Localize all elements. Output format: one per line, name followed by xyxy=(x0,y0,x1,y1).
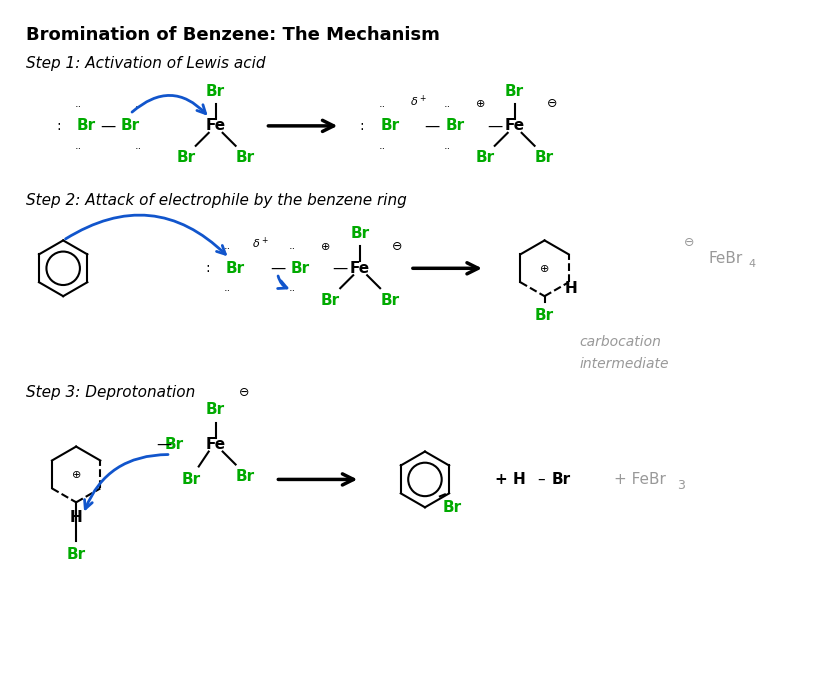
Text: $\oplus$: $\oplus$ xyxy=(71,469,82,480)
Text: $\oplus$: $\oplus$ xyxy=(475,99,485,109)
Text: Br: Br xyxy=(381,118,400,133)
Text: 4: 4 xyxy=(749,259,756,269)
Text: —: — xyxy=(333,261,348,276)
Text: + H: + H xyxy=(494,472,526,487)
Text: ..: .. xyxy=(224,283,232,293)
Text: intermediate: intermediate xyxy=(579,357,669,371)
Text: Br: Br xyxy=(181,472,200,487)
Text: ..: .. xyxy=(134,99,142,109)
Text: Br: Br xyxy=(535,150,554,165)
Text: ..: .. xyxy=(443,99,451,109)
Text: Br: Br xyxy=(535,307,554,322)
Text: H: H xyxy=(565,281,578,296)
Text: —: — xyxy=(269,261,285,276)
Text: Step 2: Attack of electrophile by the benzene ring: Step 2: Attack of electrophile by the be… xyxy=(26,192,407,207)
Text: Fe: Fe xyxy=(350,261,370,276)
Text: 3: 3 xyxy=(677,479,685,492)
Text: —: — xyxy=(487,118,503,133)
Text: FeBr: FeBr xyxy=(709,251,743,266)
Text: H: H xyxy=(70,510,82,525)
Text: ..: .. xyxy=(378,141,386,151)
Text: Fe: Fe xyxy=(206,118,226,133)
Text: Br: Br xyxy=(445,118,465,133)
Text: Bromination of Benzene: The Mechanism: Bromination of Benzene: The Mechanism xyxy=(26,27,440,44)
Text: :: : xyxy=(205,261,210,275)
Text: $\delta^+$: $\delta^+$ xyxy=(410,93,426,109)
Text: Br: Br xyxy=(291,261,310,276)
Text: $\ominus$: $\ominus$ xyxy=(545,97,557,110)
Text: Br: Br xyxy=(236,469,255,484)
Text: :: : xyxy=(360,119,364,133)
Text: Br: Br xyxy=(505,84,524,99)
Text: Br: Br xyxy=(120,118,139,133)
Text: ..: .. xyxy=(443,141,451,151)
Text: Br: Br xyxy=(67,547,86,562)
Text: Br: Br xyxy=(206,84,225,99)
Text: Br: Br xyxy=(475,150,494,165)
Text: :: : xyxy=(56,119,60,133)
Text: Step 1: Activation of Lewis acid: Step 1: Activation of Lewis acid xyxy=(26,56,266,71)
Text: —: — xyxy=(101,118,115,133)
Text: Br: Br xyxy=(226,261,246,276)
Text: $\oplus$: $\oplus$ xyxy=(321,241,330,252)
Text: Br: Br xyxy=(381,292,400,307)
Text: Fe: Fe xyxy=(504,118,525,133)
Text: Br: Br xyxy=(442,500,461,515)
Text: $\oplus$: $\oplus$ xyxy=(540,262,550,274)
Text: ..: .. xyxy=(74,141,82,151)
Text: + FeBr: + FeBr xyxy=(615,472,666,487)
Text: $\ominus$: $\ominus$ xyxy=(238,386,249,399)
Text: –: – xyxy=(537,472,545,487)
Text: ..: .. xyxy=(378,99,386,109)
Text: ..: .. xyxy=(288,241,296,252)
Text: Br: Br xyxy=(176,150,195,165)
Text: Fe: Fe xyxy=(206,437,226,452)
Text: —: — xyxy=(424,118,439,133)
Text: ..: .. xyxy=(74,99,82,109)
Text: Br: Br xyxy=(351,226,370,241)
Text: —: — xyxy=(157,437,171,452)
Text: $\delta^+$: $\delta^+$ xyxy=(252,236,269,251)
Text: ..: .. xyxy=(224,241,232,252)
Text: Br: Br xyxy=(321,292,339,307)
Text: ..: .. xyxy=(288,283,296,293)
Text: $\ominus$: $\ominus$ xyxy=(391,240,403,253)
Text: carbocation: carbocation xyxy=(579,335,662,349)
Text: Br: Br xyxy=(77,118,96,133)
Text: Step 3: Deprotonation: Step 3: Deprotonation xyxy=(26,385,195,400)
Text: $\ominus$: $\ominus$ xyxy=(683,236,695,249)
Text: Br: Br xyxy=(551,472,571,487)
Text: ..: .. xyxy=(134,141,142,151)
Text: Br: Br xyxy=(206,402,225,418)
Text: Br: Br xyxy=(236,150,255,165)
Text: Br: Br xyxy=(164,437,184,452)
